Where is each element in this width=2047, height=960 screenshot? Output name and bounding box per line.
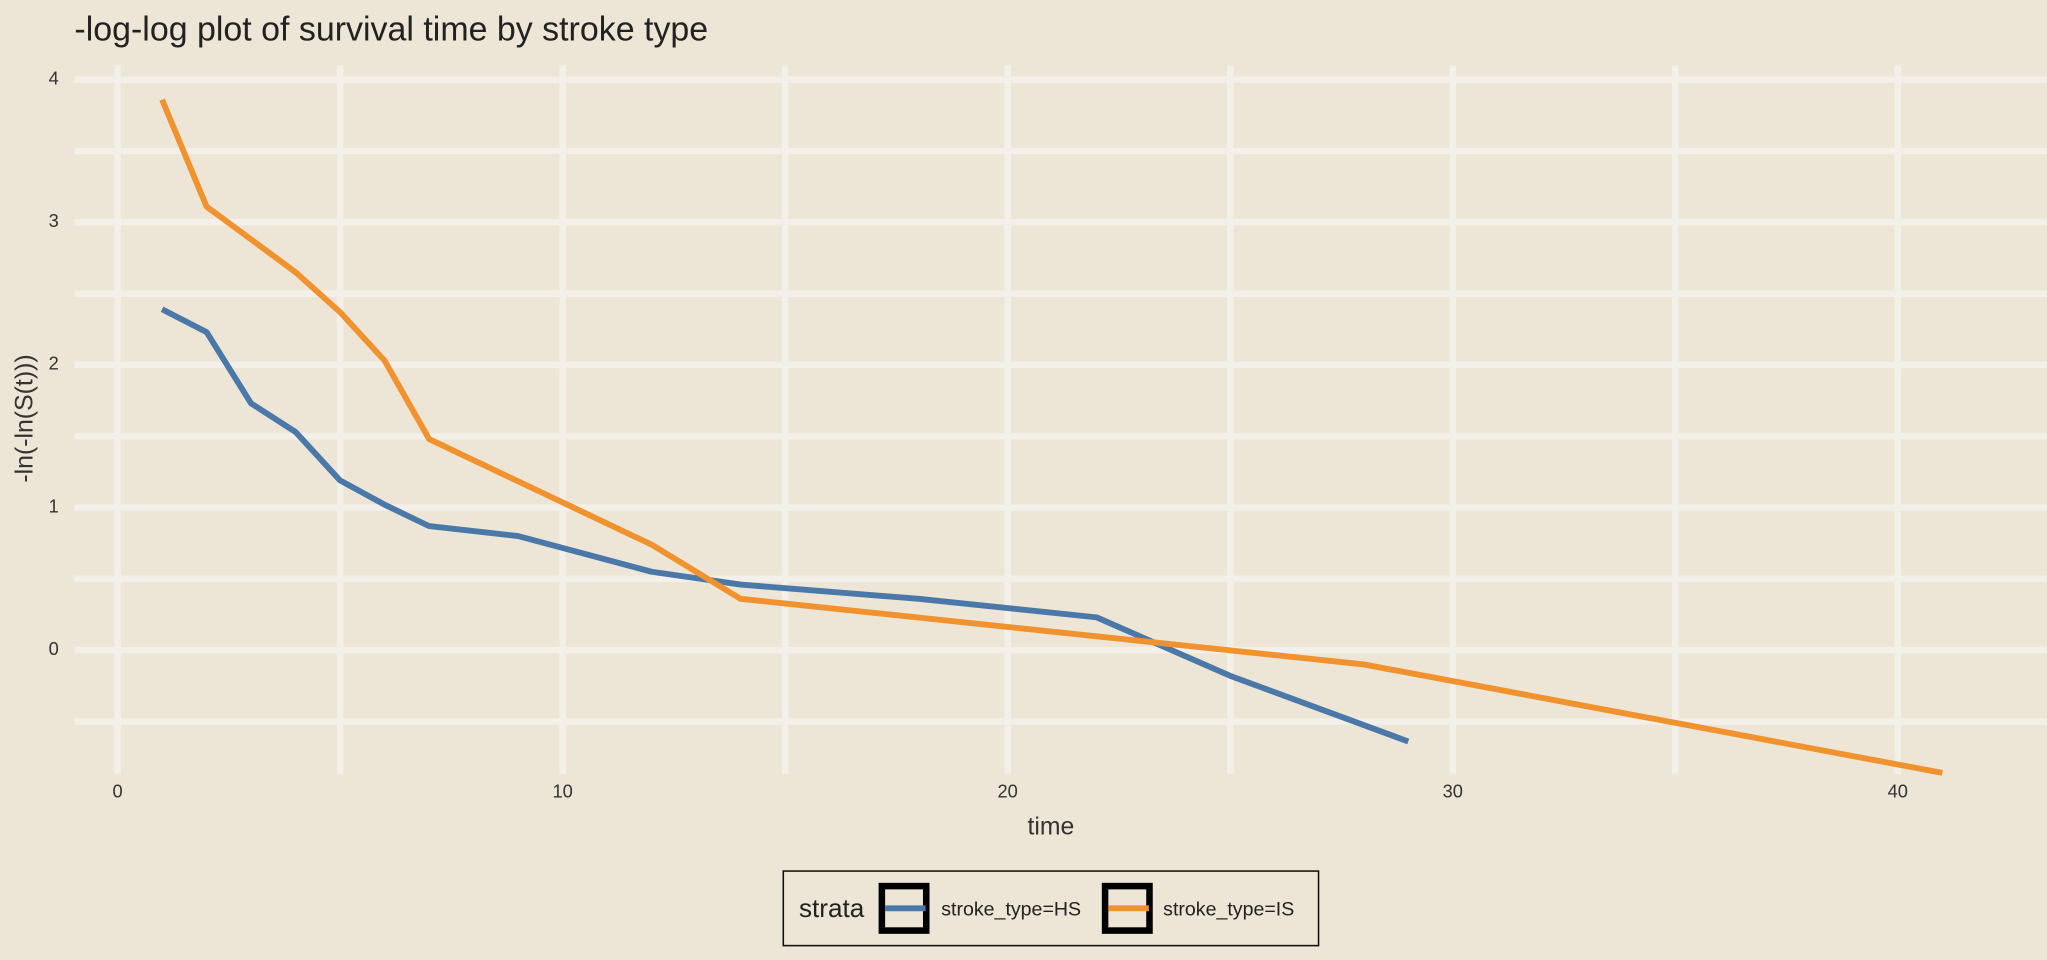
legend-title: strata [799,893,865,923]
y-tick-label: 4 [49,67,59,88]
y-tick-label: 1 [49,495,59,516]
x-tick-label: 30 [1443,780,1463,801]
y-tick-label: 2 [49,353,59,374]
x-axis-title: time [1027,813,1074,840]
legend-box [782,870,1320,947]
legend-label: stroke_type=IS [1163,898,1294,920]
x-tick-label: 0 [113,780,123,801]
x-tick-label: 20 [998,780,1018,801]
series-line [160,306,1410,745]
y-axis-title: -ln(-ln(S(t))) [12,354,39,482]
chart-title: -log-log plot of survival time by stroke… [74,10,708,48]
legend-label: stroke_type=HS [941,898,1081,920]
y-tick-label: 0 [49,638,59,659]
series-line [159,98,1943,776]
plot-lines [159,98,1943,776]
legend: stroke_type=HS stroke_type=IS [878,882,1294,934]
y-tick-label: 3 [49,210,59,231]
grid [74,65,2047,775]
x-tick-label: 10 [552,780,572,801]
x-tick-label: 40 [1888,780,1908,801]
